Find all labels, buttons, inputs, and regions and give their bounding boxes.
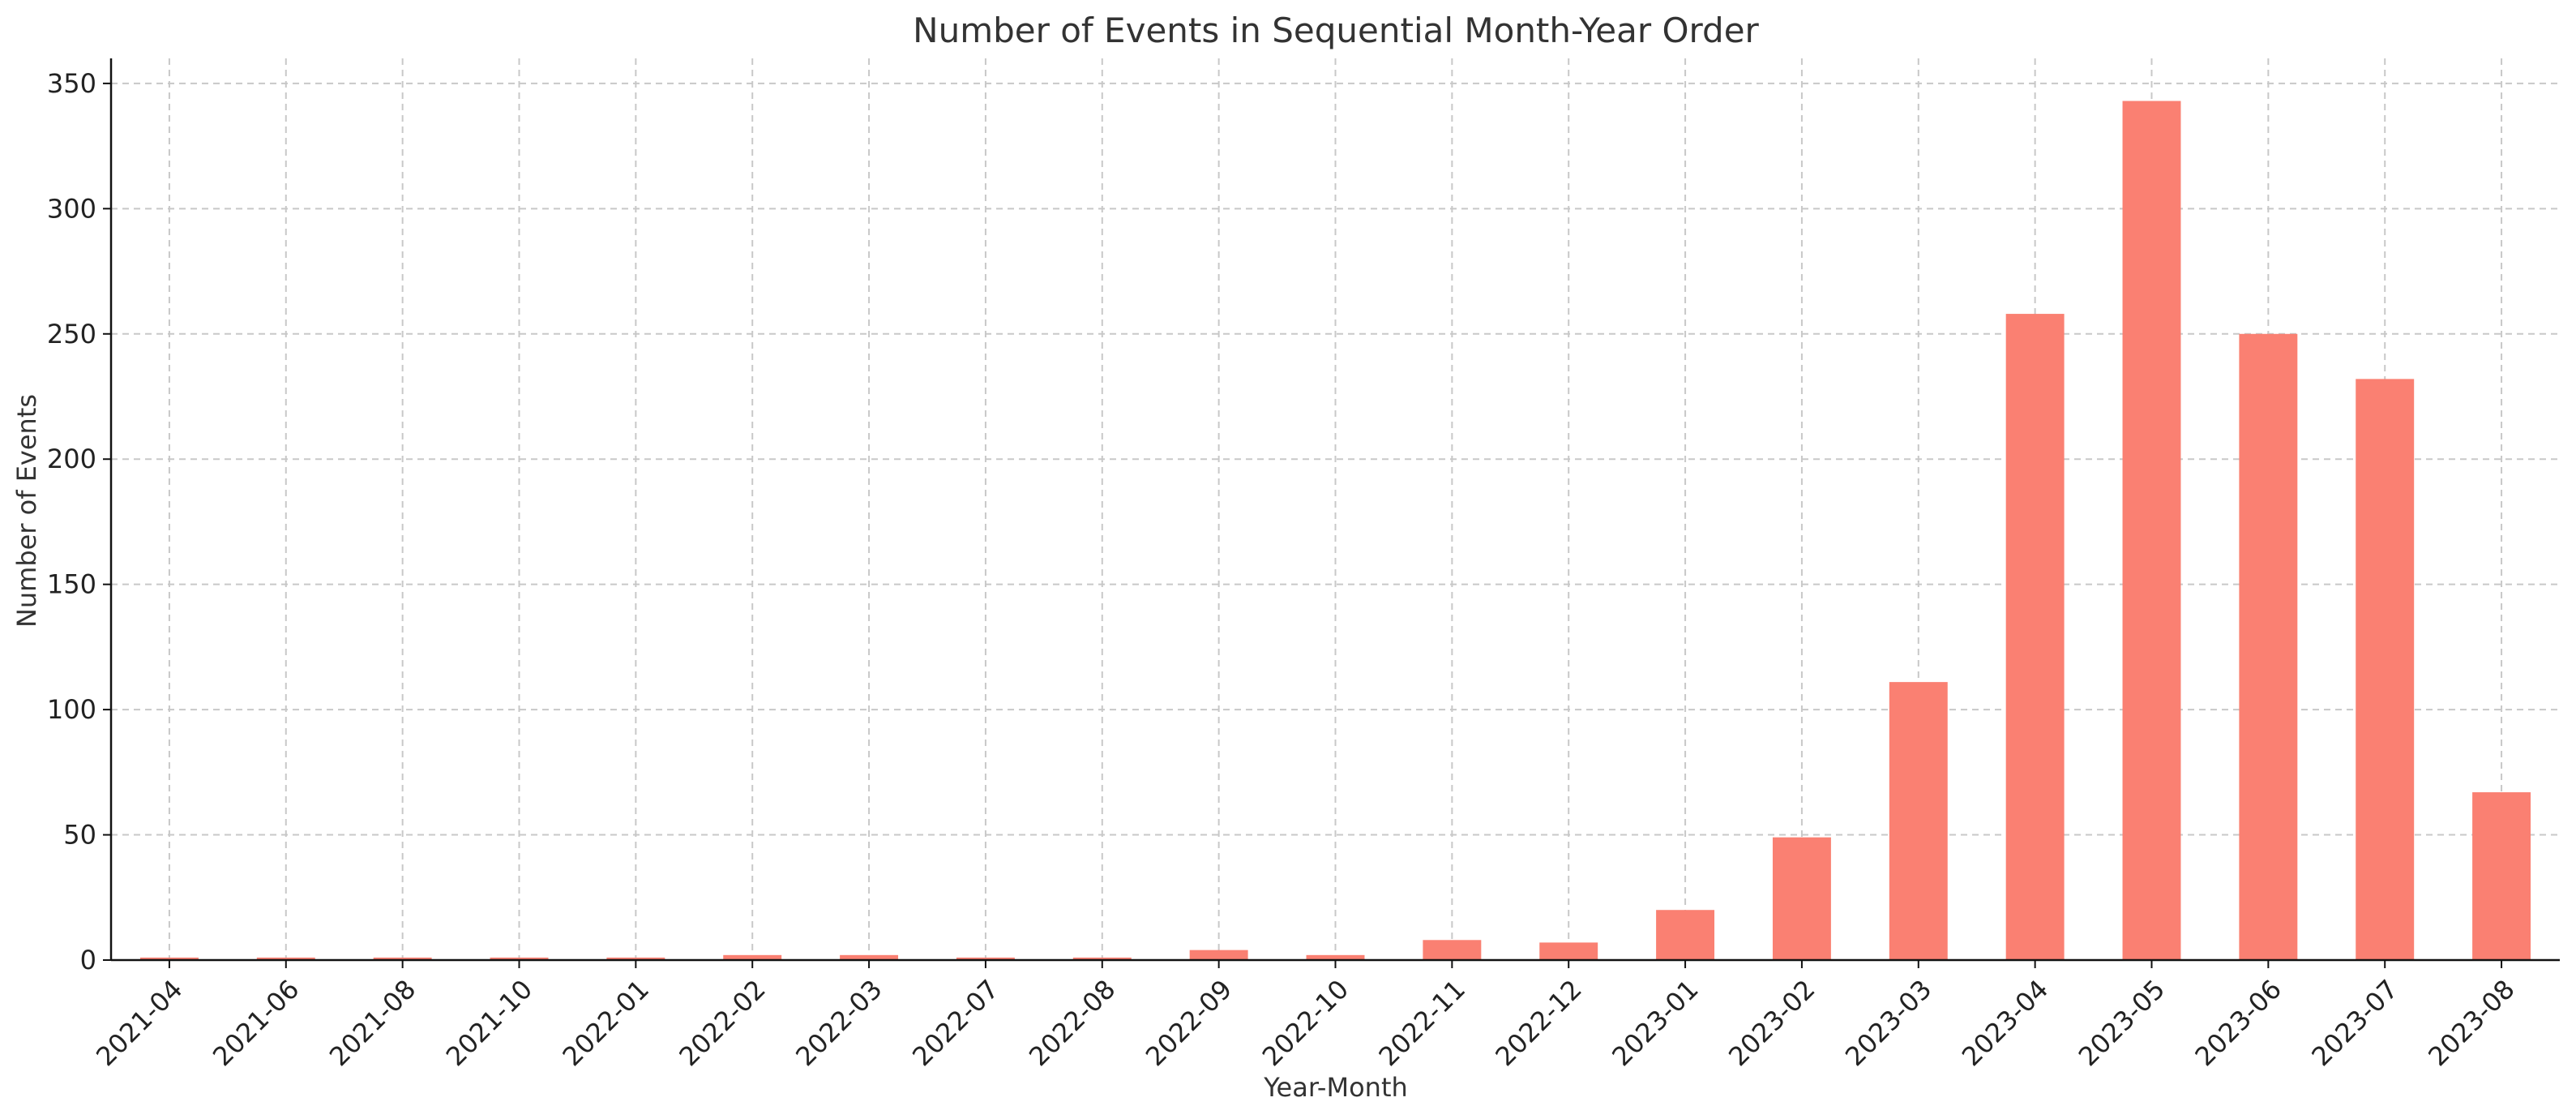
x-tick-label: 2023-01 [1606, 974, 1704, 1072]
bars-layer [139, 101, 2531, 961]
bar-2023-08 [2472, 792, 2531, 960]
x-tick-label: 2023-06 [2189, 974, 2287, 1072]
x-tick-label: 2023-02 [1722, 974, 1821, 1072]
x-tick-label: 2023-04 [1956, 974, 2054, 1072]
y-tick-label: 100 [47, 694, 96, 725]
chart-title: Number of Events in Sequential Month-Yea… [913, 11, 1759, 50]
x-tick-label: 2021-06 [207, 974, 305, 1072]
x-tick-label: 2022-07 [906, 974, 1004, 1072]
x-tick-label: 2022-09 [1140, 974, 1238, 1072]
y-tick-label: 50 [63, 820, 96, 851]
y-tick-label: 150 [47, 569, 96, 600]
bar-2022-03 [840, 954, 899, 960]
y-tick-label: 300 [47, 193, 96, 224]
bar-2022-12 [1539, 942, 1598, 960]
y-tick-label: 200 [47, 444, 96, 474]
x-tick-label: 2021-04 [90, 974, 188, 1072]
x-tick-label: 2023-03 [1839, 974, 1937, 1072]
bar-2022-11 [1423, 940, 1482, 960]
x-tick-label: 2022-11 [1373, 974, 1471, 1072]
x-tick-label: 2021-08 [323, 974, 421, 1072]
bar-2021-08 [373, 957, 432, 960]
y-axis-label: Number of Events [11, 394, 42, 628]
bar-2023-02 [1772, 837, 1831, 960]
bar-2021-06 [256, 957, 315, 960]
bar-2022-08 [1072, 957, 1132, 960]
bar-2023-06 [2239, 333, 2298, 960]
bar-2021-04 [139, 957, 199, 960]
bar-2023-07 [2356, 379, 2415, 960]
x-tick-label: 2022-10 [1256, 974, 1354, 1072]
bar-2022-10 [1306, 954, 1365, 960]
x-tick-label: 2022-12 [1489, 974, 1587, 1072]
bar-2023-05 [2122, 101, 2181, 960]
x-tick-label: 2023-07 [2305, 974, 2403, 1072]
x-tick-label: 2022-01 [557, 974, 655, 1072]
bar-2022-07 [956, 957, 1015, 960]
bar-2023-01 [1656, 910, 1715, 960]
grid-layer [111, 58, 2560, 961]
x-tick-label: 2023-05 [2073, 974, 2171, 1072]
bar-2022-09 [1189, 950, 1248, 960]
y-tick-label: 350 [47, 68, 96, 99]
bar-2022-02 [723, 954, 782, 960]
x-tick-label: 2022-02 [673, 974, 771, 1072]
bar-2023-04 [2005, 314, 2065, 961]
y-tick-labels: 0 50 100 150 200 250 300 350 [47, 68, 111, 975]
bar-2022-01 [606, 957, 665, 960]
x-tick-label: 2022-03 [789, 974, 888, 1072]
x-tick-label: 2021-10 [440, 974, 538, 1072]
y-tick-label: 250 [47, 319, 96, 349]
x-axis-label: Year-Month [1263, 1072, 1408, 1103]
x-tick-label: 2022-08 [1023, 974, 1121, 1072]
bar-2021-10 [490, 957, 549, 960]
bar-2023-03 [1889, 682, 1948, 960]
y-tick-label: 0 [80, 945, 96, 975]
x-tick-label: 2023-08 [2422, 974, 2520, 1072]
x-tick-labels: 2021-04 2021-06 2021-08 2021-10 2022-01 2022-… [90, 960, 2521, 1072]
